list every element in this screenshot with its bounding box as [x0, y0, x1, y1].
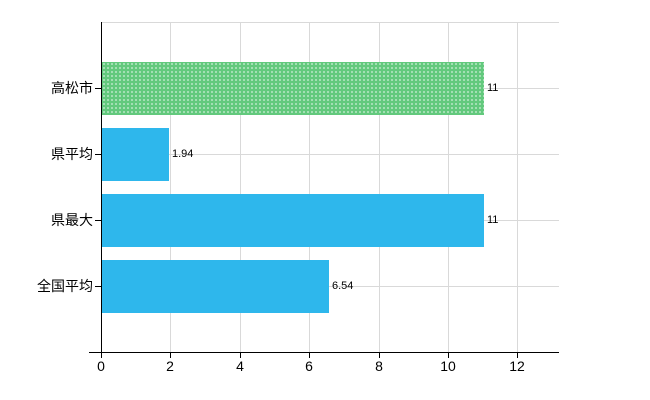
x-tick-label-8: 8: [375, 358, 383, 374]
vertical-gridline: [239, 22, 241, 352]
x-tick-label-2: 2: [166, 358, 174, 374]
horizontal-gridline: [101, 286, 559, 287]
horizontal-gridline: [101, 154, 559, 155]
vertical-gridline: [170, 22, 172, 352]
vertical-gridline: [378, 22, 380, 352]
vertical-gridline: [447, 22, 449, 352]
x-tick-label-4: 4: [236, 358, 244, 374]
x-axis: [89, 352, 559, 353]
y-axis: [101, 22, 102, 353]
x-axis-tick: [101, 353, 102, 358]
vertical-gridline: [517, 22, 519, 352]
bar-2: [102, 128, 169, 181]
vertical-gridline: [309, 22, 311, 352]
x-tick-label-0: 0: [97, 358, 105, 374]
x-axis-tick: [309, 353, 310, 358]
y-axis-tick: [95, 286, 101, 287]
x-axis-tick: [517, 353, 518, 358]
bar-3: [102, 194, 484, 247]
x-axis-tick: [240, 353, 241, 358]
bar-value-label: 11: [487, 214, 499, 226]
y-axis-tick: [95, 220, 101, 221]
bar-value-label: 6.54: [332, 280, 354, 292]
y-axis-tick: [95, 88, 101, 89]
x-axis-tick: [379, 353, 380, 358]
bar-value-label: 1.94: [172, 148, 194, 160]
x-axis-tick: [170, 353, 171, 358]
x-axis-tick: [448, 353, 449, 358]
bar-4: [102, 260, 329, 313]
category-label-4: 全国平均: [37, 278, 93, 294]
category-label-3: 県最大: [51, 212, 93, 228]
bar-1: [102, 62, 484, 115]
x-tick-label-12: 12: [509, 358, 525, 374]
bar-value-label: 11: [487, 82, 499, 94]
category-label-1: 高松市: [51, 80, 93, 96]
plot-top-border: [101, 22, 559, 23]
x-tick-label-10: 10: [440, 358, 456, 374]
category-label-2: 県平均: [51, 146, 93, 162]
x-tick-label-6: 6: [305, 358, 313, 374]
y-axis-tick: [95, 154, 101, 155]
